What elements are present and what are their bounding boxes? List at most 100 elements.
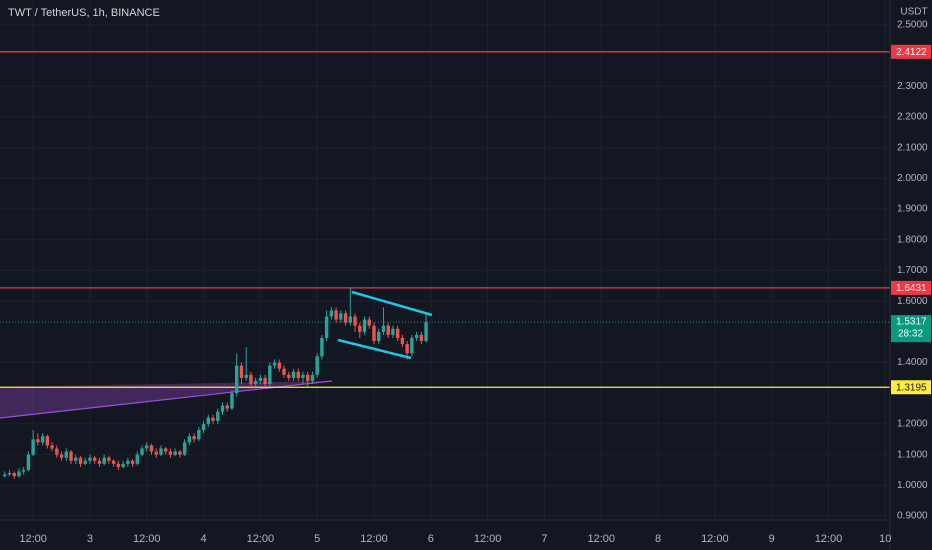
y-tick-label: 1.1000 xyxy=(897,449,928,460)
candle-body xyxy=(362,319,367,332)
candle-body xyxy=(121,463,125,467)
x-tick-label: 12:00 xyxy=(587,533,615,545)
x-tick-label: 12:00 xyxy=(19,533,47,545)
candle-body xyxy=(253,380,258,385)
price-label-box xyxy=(891,44,931,59)
candle-body xyxy=(296,371,300,378)
y-tick-label: 2.1000 xyxy=(897,142,928,153)
x-tick-label: 6 xyxy=(428,533,434,545)
candle-body xyxy=(244,374,248,378)
candle-body xyxy=(395,328,400,338)
candle-body xyxy=(249,374,253,385)
candle-body xyxy=(135,454,139,464)
candle-body xyxy=(159,448,163,455)
candle-body xyxy=(391,328,395,335)
candle-body xyxy=(55,448,59,455)
y-tick-label: 1.4000 xyxy=(897,357,928,368)
candle-body xyxy=(329,310,334,317)
candle-body xyxy=(287,374,291,378)
candle-body xyxy=(277,362,282,369)
candle-body xyxy=(69,451,73,461)
price-label: 2.4122 xyxy=(896,47,927,58)
y-tick-label: 0.9000 xyxy=(897,511,928,522)
x-tick-label: 10 xyxy=(879,533,891,545)
candle-body xyxy=(343,313,348,323)
candle-body xyxy=(83,460,87,464)
candle-body xyxy=(211,417,215,421)
candle-body xyxy=(31,439,35,455)
candle-body xyxy=(220,405,225,412)
x-tick-label: 4 xyxy=(201,533,207,545)
candle-body xyxy=(358,325,362,332)
candle-body xyxy=(386,325,390,335)
candle-body xyxy=(97,460,102,464)
candle-body xyxy=(116,463,121,467)
price-label: 1.6431 xyxy=(896,283,927,294)
candle-body xyxy=(301,374,305,378)
candle-body xyxy=(235,365,239,394)
candle-body xyxy=(149,445,154,452)
candle-body xyxy=(192,436,196,440)
candle-body xyxy=(377,331,381,342)
x-tick-label: 12:00 xyxy=(133,533,161,545)
candle-body xyxy=(414,334,419,338)
candle-body xyxy=(367,319,371,326)
candle-body xyxy=(130,460,135,464)
candle-body xyxy=(348,316,353,323)
candle-body xyxy=(315,356,319,375)
candle-body xyxy=(400,337,405,345)
candle-body xyxy=(102,457,106,464)
currency: USDT xyxy=(900,7,927,18)
candle-body xyxy=(258,377,263,381)
candle-body xyxy=(424,322,428,342)
x-tick-label: 12:00 xyxy=(474,533,502,545)
candle-body xyxy=(145,445,149,449)
x-tick-label: 9 xyxy=(769,533,775,545)
x-tick-label: 3 xyxy=(87,533,93,545)
candle-body xyxy=(201,423,206,431)
candle-body xyxy=(163,448,168,452)
candle-body xyxy=(17,471,21,477)
candle-body xyxy=(339,313,343,320)
candle-body xyxy=(320,337,324,357)
candle-body xyxy=(272,362,277,366)
y-tick-label: 1.7000 xyxy=(897,265,928,276)
last-price-label: 1.5317 xyxy=(896,317,927,328)
x-tick-label: 12:00 xyxy=(247,533,275,545)
candle-body xyxy=(178,451,182,455)
candle-body xyxy=(419,334,424,342)
price-label-box xyxy=(891,380,931,395)
candle-body xyxy=(140,448,144,455)
candle-body xyxy=(168,451,173,455)
y-tick-label: 2.5000 xyxy=(897,20,928,31)
candle-body xyxy=(372,325,376,342)
candle-body xyxy=(310,374,315,381)
candle-body xyxy=(21,469,26,472)
candle-body xyxy=(3,474,7,477)
candle-body xyxy=(7,473,12,475)
candle-body xyxy=(45,436,50,446)
countdown: 28:32 xyxy=(898,329,923,340)
x-tick-label: 12:00 xyxy=(360,533,388,545)
y-tick-label: 1.0000 xyxy=(897,480,928,491)
candle-body xyxy=(263,377,267,385)
y-tick-label: 1.9000 xyxy=(897,204,928,215)
candles xyxy=(3,287,428,480)
candle-body xyxy=(154,451,158,455)
candle-body xyxy=(50,445,54,449)
grid xyxy=(0,0,890,520)
candle-body xyxy=(187,436,192,443)
candle-body xyxy=(107,457,111,461)
candle-body xyxy=(12,473,16,477)
y-tick-label: 1.6000 xyxy=(897,296,928,307)
candle-body xyxy=(26,454,31,470)
candle-body xyxy=(182,442,187,455)
candle-body xyxy=(291,371,296,378)
candle-body xyxy=(92,457,97,461)
x-tick-label: 12:00 xyxy=(815,533,843,545)
y-tick-label: 2.0000 xyxy=(897,173,928,184)
candle-body xyxy=(78,457,83,464)
candle-body xyxy=(111,460,116,464)
candle-body xyxy=(64,451,68,458)
